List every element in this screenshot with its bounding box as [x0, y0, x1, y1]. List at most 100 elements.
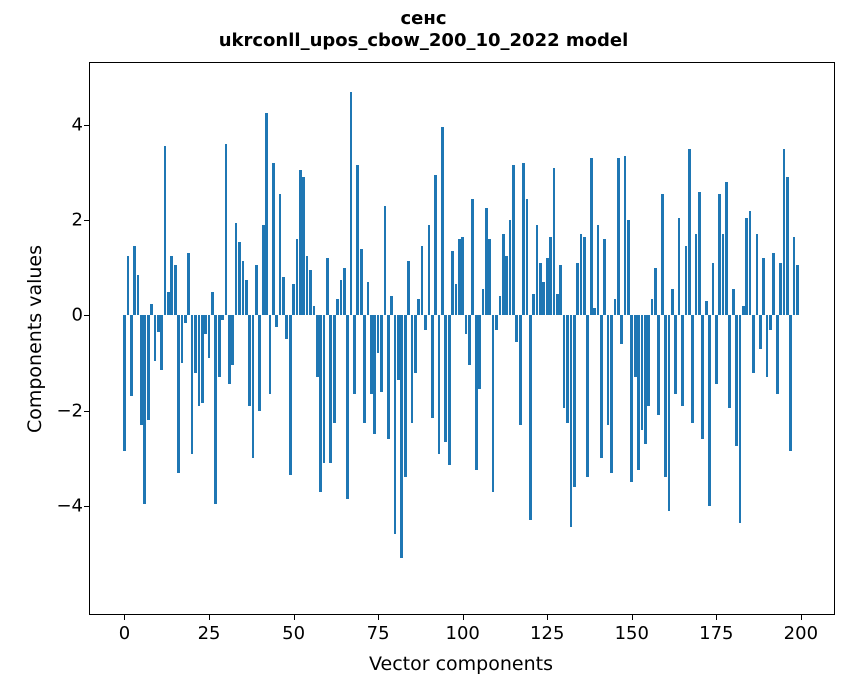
bar — [556, 293, 559, 316]
bar — [268, 315, 272, 394]
bar — [214, 315, 218, 504]
bar — [731, 289, 735, 316]
bar — [701, 315, 705, 440]
bar — [150, 303, 153, 316]
bar — [464, 315, 468, 335]
x-tick-label: 50 — [282, 623, 306, 644]
bar — [136, 274, 140, 316]
y-tick-label: 4 — [71, 114, 83, 136]
bar — [363, 315, 366, 423]
bar — [708, 315, 711, 506]
bar — [156, 315, 160, 333]
x-tick-label: 100 — [445, 623, 480, 644]
bar — [299, 170, 302, 316]
bar — [650, 298, 654, 316]
x-tick-mark — [293, 615, 295, 620]
bar — [796, 265, 799, 316]
bar — [146, 315, 150, 421]
bar — [413, 315, 417, 373]
bar — [478, 315, 481, 390]
x-tick-label: 25 — [197, 623, 221, 644]
bar — [785, 177, 789, 316]
bar — [525, 198, 529, 316]
bar — [610, 315, 613, 473]
bar — [535, 224, 539, 316]
bar — [677, 217, 681, 316]
bar — [603, 239, 607, 316]
bar — [742, 305, 745, 316]
bar — [244, 279, 248, 316]
bar — [616, 158, 620, 316]
bar — [265, 113, 268, 316]
bar — [241, 260, 245, 316]
bar — [782, 148, 786, 316]
bar — [687, 148, 691, 316]
bar — [694, 234, 698, 316]
bar — [305, 255, 309, 316]
bar — [231, 315, 235, 366]
bar — [620, 315, 623, 344]
bar — [227, 315, 231, 385]
bar — [434, 174, 437, 316]
bar — [190, 315, 194, 454]
bar — [633, 315, 637, 378]
bar — [671, 289, 674, 316]
bar — [255, 265, 258, 316]
bar — [498, 296, 502, 316]
x-tick-label: 175 — [699, 623, 734, 644]
bar — [444, 315, 448, 442]
bar — [197, 315, 201, 406]
bar — [758, 315, 762, 349]
bar — [383, 205, 387, 316]
bar — [681, 315, 684, 406]
bar — [481, 289, 485, 316]
bar — [309, 270, 312, 316]
bar — [748, 210, 752, 316]
bar — [282, 277, 285, 316]
bar — [735, 315, 738, 447]
bar — [698, 191, 701, 316]
bar — [518, 315, 522, 425]
bar — [329, 315, 333, 464]
x-tick-mark — [631, 615, 633, 620]
bar — [755, 234, 759, 316]
bar — [532, 293, 536, 316]
bar — [373, 315, 377, 435]
bar — [640, 315, 644, 430]
bar — [745, 217, 749, 316]
bar — [359, 248, 363, 316]
bar — [194, 315, 197, 373]
bar — [315, 315, 319, 378]
bar — [457, 239, 461, 316]
bar — [153, 315, 157, 361]
bar — [386, 315, 390, 440]
x-tick-mark — [800, 615, 802, 620]
bar — [488, 239, 492, 316]
bar — [366, 282, 370, 316]
bar — [393, 315, 397, 535]
x-tick-mark — [378, 615, 380, 620]
bar — [380, 315, 383, 392]
bar — [370, 315, 373, 394]
y-tick-mark — [84, 505, 89, 507]
bar — [163, 146, 167, 316]
bar — [126, 255, 130, 316]
bar — [160, 315, 164, 371]
bar — [261, 224, 265, 316]
bar — [643, 315, 647, 444]
y-tick-label: 0 — [71, 304, 83, 326]
bar — [762, 258, 765, 316]
bar — [491, 315, 495, 492]
bar — [292, 284, 295, 316]
bar — [217, 315, 221, 378]
bar — [505, 255, 508, 316]
bar — [660, 193, 664, 316]
bar — [326, 258, 329, 316]
bar — [599, 315, 603, 459]
bar — [123, 315, 126, 452]
bar — [288, 315, 292, 475]
bar — [204, 315, 207, 335]
bar — [501, 234, 505, 316]
bar — [583, 236, 586, 316]
bar — [789, 315, 793, 452]
